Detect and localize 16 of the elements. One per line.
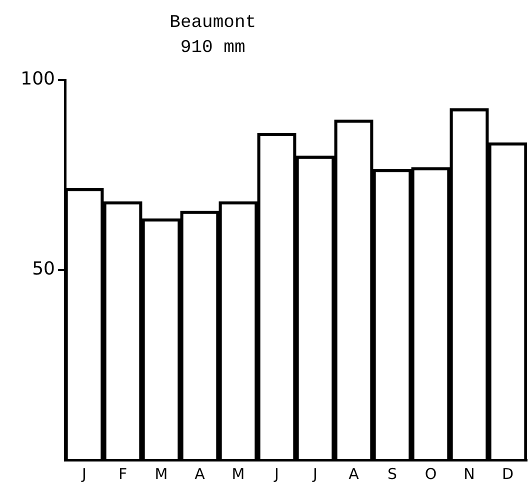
- x-tick-label: A: [348, 464, 360, 483]
- x-tick-label: F: [118, 464, 128, 483]
- y-tick-label: 50: [32, 258, 55, 280]
- chart-title: Beaumont: [170, 12, 256, 33]
- x-tick-label: J: [81, 464, 86, 483]
- x-tick-label: N: [464, 464, 475, 483]
- y-tick-label: 100: [20, 68, 55, 90]
- chart-subtitle: 910 mm: [180, 38, 246, 58]
- x-tick-label: S: [387, 464, 398, 483]
- x-tick-label: D: [502, 464, 514, 483]
- x-tick-label: J: [274, 464, 279, 483]
- x-tick-label: O: [424, 464, 437, 483]
- x-tick-label: M: [232, 464, 245, 483]
- x-tick-label: A: [194, 464, 206, 483]
- x-tick-label: J: [312, 464, 318, 483]
- x-tick-label: M: [154, 464, 168, 483]
